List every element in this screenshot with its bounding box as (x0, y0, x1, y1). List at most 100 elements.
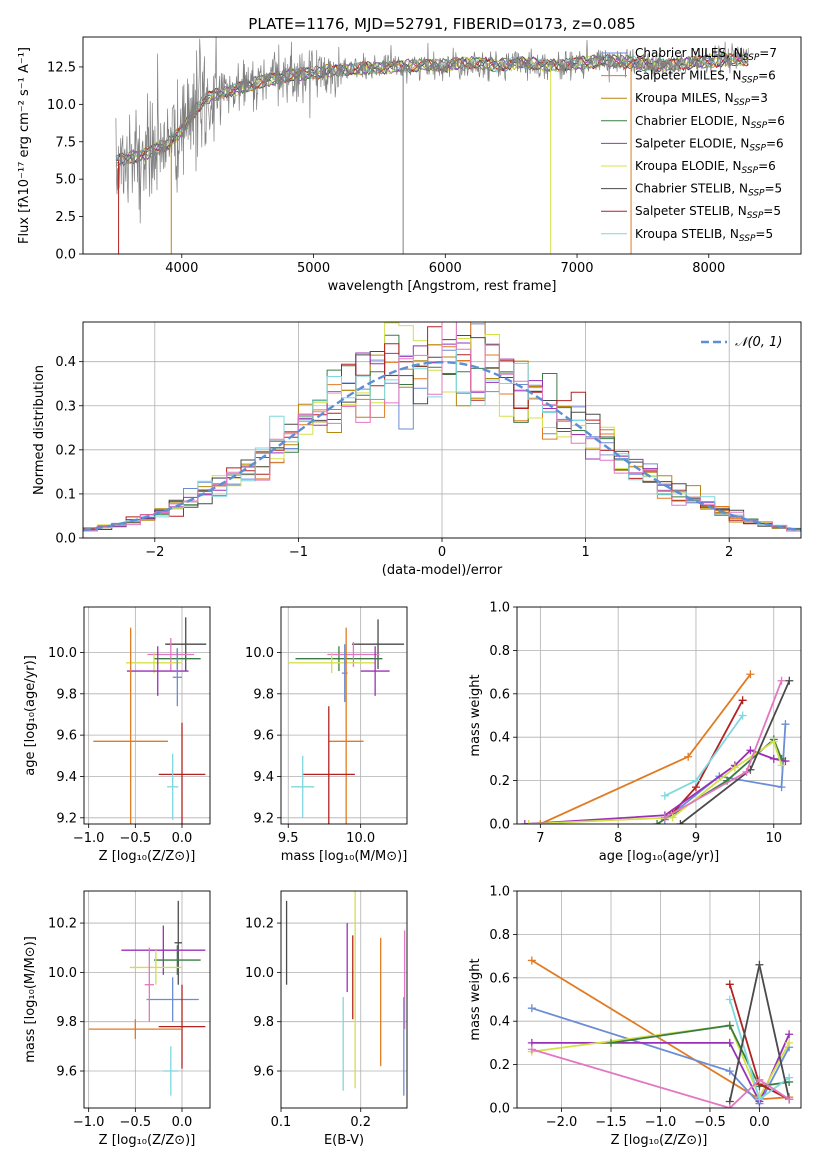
legend-text: Salpeter ELODIE, N (635, 136, 749, 150)
y-tick-label: 2.5 (55, 210, 76, 225)
x-tick-label: −2 (145, 545, 164, 560)
y-tick-label: 0.0 (55, 248, 76, 263)
axes-frame (280, 890, 408, 1109)
legend-count: =3 (750, 91, 768, 105)
y-tick-label: 1.0 (489, 601, 510, 616)
age-vs-mass-panel: 9.5 10.0 9.2 9.4 9.6 9.8 10.0 mass [log₁₀(M/M⊙)… (245, 606, 408, 864)
age-vs-metallicity-panel: −1.0 −0.5 0.0 9.2 9.4 9.6 9.8 10.0 Z [log₁₀(Z/Z⊙… (23, 606, 211, 864)
weight-marker (725, 1021, 734, 1030)
legend-count: =6 (758, 69, 776, 83)
legend-entry: Chabrier MILES, NSSP=7 (635, 46, 777, 63)
weight-marker (607, 1038, 616, 1047)
y-tick-label: 10.0 (245, 646, 274, 661)
x-tick-label: 0.1 (271, 1115, 292, 1130)
weight-marker (684, 752, 693, 761)
weight-line (610, 1024, 790, 1088)
spectrum-panel: 4000 5000 6000 7000 8000 0.0 2.5 5.0 7.5 10.0 12.5… (17, 15, 802, 294)
y-tick-label: 0.2 (489, 1058, 510, 1073)
x-tick-label: 8000 (692, 261, 725, 276)
weight-vs-metallicity-panel: −2.0 −1.5 −1.0 −0.5 0.0 0.0 0.2 0.4 0.6 0.8 1.0 Z [… (468, 885, 802, 1148)
legend-text: Kroupa MILES, N (635, 91, 734, 105)
x-tick-label: −0.5 (120, 831, 152, 846)
y-tick-label: 0.6 (489, 971, 510, 986)
weight-marker (785, 676, 794, 685)
plot-area (281, 891, 407, 1108)
x-axis-label: mass [log₁₀(M/M⊙)] (281, 849, 408, 864)
legend-text: Kroupa STELIB, N (635, 227, 739, 241)
y-tick-label: 7.5 (55, 135, 76, 150)
y-tick-label: 9.6 (56, 729, 77, 744)
x-axis-label: Z [log₁₀(Z/Z⊙)] (611, 1133, 708, 1148)
legend-entry: Salpeter MILES, NSSP=6 (635, 69, 776, 86)
y-tick-label: 10.2 (245, 917, 274, 932)
x-tick-label: −1.0 (73, 1115, 105, 1130)
x-tick-label: −1.0 (73, 831, 105, 846)
y-tick-label: 0.3 (55, 399, 76, 414)
x-axis-label: E(B-V) (324, 1133, 364, 1148)
weight-marker (781, 720, 790, 729)
x-tick-label: 0 (438, 545, 446, 560)
x-axis-label: Z [log₁₀(Z/Z⊙)] (99, 1133, 196, 1148)
observed-spectrum-line (115, 37, 749, 224)
legend-subscript: SSP (747, 211, 764, 221)
weight-marker (527, 1004, 536, 1013)
y-tick-label: 10.2 (48, 917, 77, 932)
weight-marker (777, 676, 786, 685)
y-axis-label: mass weight (468, 674, 483, 756)
weight-marker (785, 1038, 794, 1047)
legend-subscript: SSP (748, 189, 765, 199)
y-tick-label: 10.0 (48, 966, 77, 981)
y-tick-label: 0.4 (489, 731, 510, 746)
legend-text: Chabrier MILES, N (635, 46, 743, 60)
y-tick-label: 0.4 (55, 355, 76, 370)
axes-frame (516, 606, 802, 825)
x-tick-label: −2.0 (546, 1115, 578, 1130)
legend-entry: 𝒩(0, 1) (735, 335, 782, 350)
weight-marker (660, 791, 669, 800)
y-axis-label: mass [log₁₀(M/M⊙)] (23, 936, 38, 1063)
weight-marker (785, 1030, 794, 1039)
legend-subscript: SSP (749, 143, 766, 153)
y-tick-label: 9.8 (56, 1015, 77, 1030)
x-tick-label: 0.2 (350, 1115, 371, 1130)
legend-entry: Kroupa STELIB, NSSP=5 (635, 227, 773, 244)
y-tick-label: 9.2 (56, 811, 77, 826)
legend-subscript: SSP (739, 234, 756, 244)
axes-frame (83, 606, 211, 825)
weight-line (531, 1033, 790, 1104)
mass-vs-ebv-panel: 0.1 0.2 9.6 9.8 10.0 10.2 E(B-V) (245, 890, 408, 1148)
weight-marker (738, 696, 747, 705)
x-tick-label: −1 (289, 545, 308, 560)
weight-marker (738, 711, 747, 720)
axes-frame (83, 890, 211, 1109)
weight-marker (755, 960, 764, 969)
weight-marker (755, 1075, 764, 1084)
x-tick-label: −0.5 (694, 1115, 726, 1130)
y-tick-label: 1.0 (489, 885, 510, 900)
y-tick-label: 0.6 (489, 687, 510, 702)
x-axis-label: wavelength [Angstrom, rest frame] (328, 279, 557, 294)
weight-marker (536, 820, 545, 824)
x-tick-label: 1 (581, 545, 589, 560)
plot-area (115, 37, 749, 254)
legend-count: =5 (765, 182, 783, 196)
axes-frame (82, 321, 802, 539)
weight-marker (691, 776, 700, 785)
axes-frame (82, 36, 802, 255)
x-tick-label: 0.0 (172, 831, 193, 846)
legend-count: =5 (763, 204, 781, 218)
x-tick-label: 2 (725, 545, 733, 560)
x-tick-label: 7 (536, 831, 544, 846)
y-axis-label: Normed distribution (32, 365, 47, 495)
weight-marker (730, 763, 739, 772)
x-tick-label: 10 (765, 831, 782, 846)
y-axis-label: age [log₁₀(age/yr)] (23, 655, 38, 776)
weight-marker (755, 1095, 764, 1104)
plot-area (84, 607, 210, 824)
weight-marker (653, 820, 662, 824)
plot-area (84, 891, 210, 1108)
y-tick-label: 0.0 (489, 1102, 510, 1117)
axes-frame (516, 890, 802, 1109)
weight-marker (725, 1038, 734, 1047)
weight-vs-age-panel: 7 8 9 10 0.0 0.2 0.4 0.6 0.8 1.0 age [log₁₀(age/yr… (468, 601, 802, 864)
